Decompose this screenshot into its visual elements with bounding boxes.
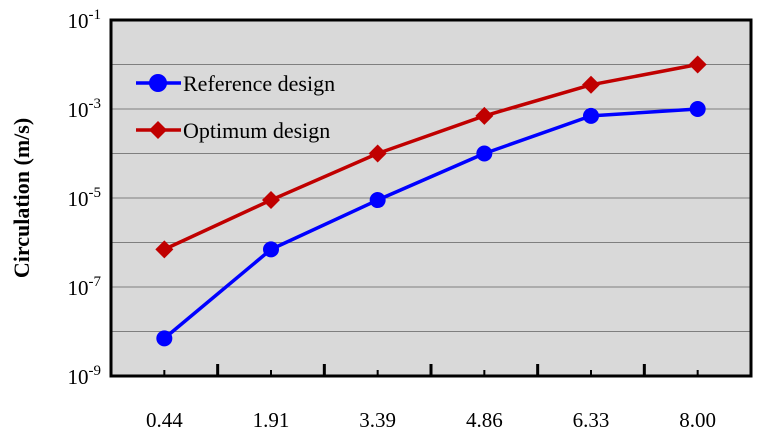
data-point-circle [583, 107, 599, 124]
data-point-diamond [475, 106, 494, 125]
legend: Reference design Optimum design [136, 71, 335, 143]
series-line [163, 62, 698, 251]
y-axis-label: Circulation (m/s) [9, 118, 34, 278]
legend-item: Optimum design [136, 118, 330, 143]
x-tick-label: 8.00 [679, 408, 716, 432]
x-axis-ticks: 0.44 1.91 3.39 4.86 6.33 8.00 [109, 364, 753, 432]
x-tick-label: 4.86 [466, 408, 503, 432]
x-tick-label: 1.91 [253, 408, 290, 432]
y-tick-label: 10-7 [68, 274, 102, 300]
data-point-circle [156, 330, 173, 347]
legend-label: Reference design [183, 71, 335, 96]
data-point-diamond [155, 240, 174, 259]
legend-label: Optimum design [183, 118, 330, 143]
y-tick-label: 10-3 [68, 96, 102, 122]
data-point-diamond [368, 144, 387, 163]
series-optimum-design [155, 55, 707, 259]
x-tick-label: 6.33 [573, 408, 610, 432]
y-tick-label: 10-1 [68, 7, 102, 33]
data-point-diamond [262, 191, 280, 210]
y-tick-label: 10-9 [68, 363, 102, 389]
series-line [163, 107, 698, 340]
data-point-circle [149, 74, 167, 92]
series-reference-design [156, 101, 706, 347]
data-point-circle [369, 192, 386, 209]
grid-lines [111, 64, 751, 332]
data-point-diamond [688, 55, 707, 74]
y-axis-ticks: 10-9 10-7 10-5 10-3 10-1 [68, 7, 102, 389]
data-point-diamond [149, 121, 167, 139]
legend-item: Reference design [136, 71, 335, 96]
data-point-circle [689, 101, 706, 117]
x-tick-label: 3.39 [359, 408, 396, 432]
data-point-circle [476, 145, 493, 162]
y-tick-label: 10-5 [68, 185, 102, 211]
data-point-diamond [582, 75, 600, 94]
series-layer [155, 55, 707, 347]
data-point-circle [263, 241, 279, 258]
x-tick-label: 0.44 [146, 408, 183, 432]
